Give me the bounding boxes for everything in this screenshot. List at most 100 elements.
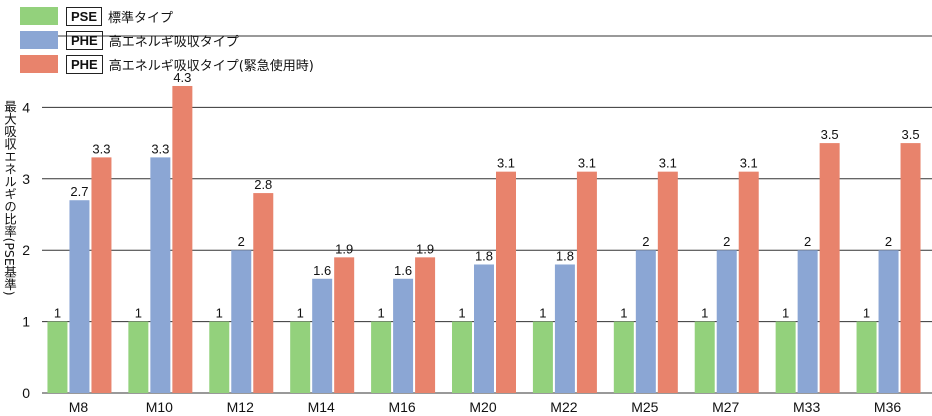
y-tick-label: 3 [22, 171, 30, 187]
legend-code: PHE [66, 30, 103, 50]
bar [415, 257, 436, 393]
bar [47, 321, 68, 393]
bar-value-label: 1.9 [416, 241, 434, 256]
x-tick-label: M10 [146, 399, 173, 415]
y-tick-label: 1 [22, 314, 30, 330]
bar [576, 171, 597, 393]
bar [253, 193, 274, 393]
bar [452, 321, 472, 393]
bar-value-label: 1 [539, 306, 546, 321]
legend-code: PHE [66, 54, 103, 74]
x-tick-label: M16 [388, 399, 415, 415]
y-tick-label: 2 [22, 242, 30, 258]
x-tick-label: M27 [712, 399, 739, 415]
bar [231, 250, 252, 393]
bar-value-label: 2.8 [254, 177, 272, 192]
bars [47, 85, 921, 393]
bar [878, 250, 899, 393]
bar [657, 171, 678, 393]
bar-value-label: 1 [782, 306, 789, 321]
bar-value-label: 2 [885, 234, 892, 249]
bar-value-label: 1 [54, 306, 61, 321]
bar-value-label: 1 [216, 306, 223, 321]
legend-swatch [20, 31, 58, 49]
bar-value-label: 3.1 [740, 156, 758, 171]
bar [334, 257, 355, 393]
bar [209, 321, 230, 393]
x-tick-label: M22 [550, 399, 577, 415]
bar-value-label: 3.1 [497, 156, 515, 171]
x-tick-label: M25 [631, 399, 658, 415]
bar-value-label: 3.5 [902, 127, 920, 142]
bar [775, 321, 796, 393]
bar-value-labels: 1 2.7 3.3 1 3.3 4.3 1 2 2.8 1 1.6 1.9 1 1.6 1.9 1 1.8 3.1… [54, 70, 920, 321]
bar-value-label: 1.8 [475, 248, 493, 263]
bar-value-label: 1.6 [394, 263, 412, 278]
legend-swatch [20, 55, 58, 73]
bar-value-label: 2 [642, 234, 649, 249]
bar-value-label: 2.7 [70, 184, 88, 199]
bar [474, 264, 494, 393]
bar [635, 250, 656, 393]
bar [371, 321, 392, 393]
legend-code: PSE [66, 6, 103, 26]
bar [290, 321, 311, 393]
legend-item-phe-emergency: PHE 高エネルギ吸収タイプ(緊急使用時) [20, 52, 314, 76]
legend-label: 標準タイプ [108, 10, 174, 26]
bar [716, 250, 737, 393]
y-tick-label: 4 [22, 99, 30, 115]
bar [150, 157, 171, 393]
bar [532, 321, 553, 393]
bar [797, 250, 818, 393]
bar-value-label: 1 [135, 306, 142, 321]
bar [694, 321, 715, 393]
y-tick-label: 0 [22, 385, 30, 401]
bar-value-label: 3.5 [821, 127, 839, 142]
legend-item-pse: PSE 標準タイプ [20, 4, 314, 28]
x-tick-label: M8 [69, 399, 89, 415]
bar-value-label: 1 [377, 306, 384, 321]
legend-label: 高エネルギ吸収タイプ [108, 34, 239, 50]
legend: PSE 標準タイプ PHE 高エネルギ吸収タイプ PHE 高エネルギ吸収タイプ(… [20, 4, 314, 76]
bar-value-label: 1 [620, 306, 627, 321]
bar-value-label: 1 [863, 306, 870, 321]
bar-value-label: 3.1 [578, 156, 596, 171]
bar-value-label: 3.1 [659, 156, 677, 171]
bar [312, 278, 333, 393]
bar-value-label: 4.3 [173, 70, 191, 85]
bar [554, 264, 575, 393]
legend-item-phe: PHE 高エネルギ吸収タイプ [20, 28, 314, 52]
bar-value-label: 1.6 [313, 263, 331, 278]
legend-swatch [20, 7, 58, 25]
bar [496, 171, 516, 393]
bar [393, 278, 414, 393]
x-axis-ticks: M8 M10 M12 M14 M16 M20 M22 M25 M27 M33 M36 [69, 399, 902, 415]
bar [91, 157, 112, 393]
bar-value-label: 1 [701, 306, 708, 321]
x-tick-label: M33 [793, 399, 820, 415]
x-tick-label: M12 [227, 399, 254, 415]
bar-value-label: 1 [458, 306, 465, 321]
bar [819, 143, 840, 393]
bar [128, 321, 149, 393]
x-tick-label: M36 [874, 399, 901, 415]
y-axis-ticks: 012345 [22, 28, 30, 401]
x-tick-label: M14 [308, 399, 335, 415]
bar-value-label: 2 [723, 234, 730, 249]
bar-value-label: 3.3 [92, 141, 110, 156]
bar-value-label: 2 [238, 234, 245, 249]
bar-value-label: 3.3 [151, 141, 169, 156]
bar [738, 171, 759, 393]
bar [613, 321, 634, 393]
bar-value-label: 1 [297, 306, 304, 321]
bar [172, 85, 193, 393]
bar-value-label: 1.9 [335, 241, 353, 256]
legend-label: 高エネルギ吸収タイプ(緊急使用時) [108, 58, 314, 74]
bar-value-label: 2 [804, 234, 811, 249]
bar [900, 143, 921, 393]
x-tick-label: M20 [469, 399, 496, 415]
bar [856, 321, 877, 393]
y-axis-label: 最大吸収エネルギの比率(PSE基準) [2, 100, 17, 296]
bar-value-label: 1.8 [556, 248, 574, 263]
